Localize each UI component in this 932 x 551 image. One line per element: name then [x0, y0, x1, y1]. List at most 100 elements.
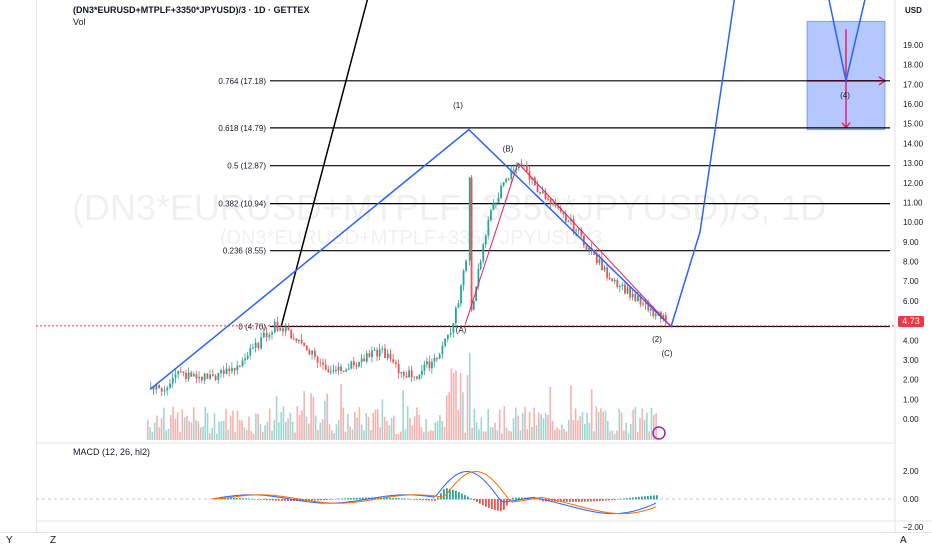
- macd-histogram-bar: [326, 499, 328, 500]
- macd-histogram-bar: [605, 499, 607, 501]
- macd-histogram-bar: [332, 499, 334, 500]
- macd-histogram-bar: [536, 498, 538, 500]
- candle-body: [249, 348, 252, 356]
- volume-bar: [600, 408, 602, 440]
- volume-bar: [404, 429, 407, 440]
- macd-histogram-bar: [407, 498, 409, 500]
- volume-bar: [653, 415, 655, 440]
- volume-bar: [620, 412, 623, 440]
- candle-body: [335, 369, 337, 371]
- volume-bar: [535, 425, 538, 440]
- volume-bar: [544, 412, 547, 440]
- volume-bar: [528, 411, 531, 440]
- candle-body: [225, 368, 228, 375]
- volume-bar: [197, 421, 200, 440]
- macd-histogram-bar: [608, 499, 610, 501]
- fib-level-label: 0 (4.70): [238, 322, 266, 331]
- candle-body: [386, 353, 389, 359]
- macd-tick-label: −2.00: [903, 523, 924, 532]
- fib-level-label: 0.5 (12.87): [227, 162, 266, 171]
- candle-body: [413, 376, 416, 378]
- macd-histogram-bar: [422, 499, 424, 501]
- candle-body: [477, 269, 480, 287]
- candle-body: [520, 163, 523, 166]
- candle-body: [169, 383, 171, 388]
- volume-bar: [395, 433, 397, 440]
- macd-histogram-bar: [497, 499, 499, 511]
- macd-label[interactable]: MACD (12, 26, hl2): [73, 447, 151, 457]
- volume-bar: [413, 416, 416, 440]
- macd-histogram-bar: [230, 497, 232, 500]
- macd-histogram-bar: [623, 498, 625, 500]
- volume-bar: [347, 413, 349, 440]
- macd-histogram-bar: [338, 498, 340, 500]
- volume-bar: [239, 420, 241, 440]
- volume-bar: [572, 419, 575, 440]
- macd-histogram-bar: [641, 496, 643, 500]
- candle-body: [284, 326, 287, 332]
- volume-bar: [158, 427, 161, 440]
- volume-bar: [275, 396, 278, 440]
- macd-histogram-bar: [365, 497, 367, 500]
- auto-scale-button[interactable]: A: [900, 535, 907, 546]
- candle-body: [446, 334, 449, 339]
- timeframe-y-button[interactable]: Y: [6, 535, 13, 546]
- wave-label: (4): [840, 91, 850, 100]
- macd-histogram-bar: [410, 498, 412, 500]
- volume-bar: [540, 414, 542, 440]
- volume-bar: [570, 385, 572, 440]
- volume-bar: [356, 417, 358, 440]
- volume-bar: [480, 417, 483, 440]
- volume-bar: [167, 428, 170, 440]
- volume-bar: [420, 427, 423, 440]
- macd-histogram-bar: [491, 499, 493, 510]
- candle-body: [303, 342, 306, 346]
- volume-bar: [386, 421, 388, 440]
- volume-bar: [363, 430, 365, 440]
- macd-histogram-bar: [317, 499, 319, 501]
- volume-bar: [436, 421, 439, 440]
- symbol-title[interactable]: (DN3*EURUSD+MTPLF+3350*JPYUSD)/3 · 1D · …: [73, 5, 310, 15]
- volume-bar: [475, 422, 478, 440]
- volume-bar: [443, 426, 446, 440]
- volume-bar: [588, 422, 591, 440]
- candle-body: [626, 287, 629, 294]
- candle-body: [452, 323, 455, 333]
- volume-bar: [199, 427, 202, 440]
- candle-body: [525, 164, 528, 172]
- candle-body: [214, 375, 217, 380]
- candle-body: [252, 347, 254, 349]
- volume-bar: [423, 432, 425, 440]
- chart-canvas[interactable]: USD0.001.002.003.004.005.006.007.008.009…: [0, 0, 932, 532]
- price-tick-label: 1.00: [903, 395, 919, 404]
- macd-histogram-bar: [518, 497, 520, 500]
- price-tick-label: 16.00: [903, 100, 924, 109]
- volume-bar: [308, 423, 310, 440]
- price-tick-label: 17.00: [903, 80, 924, 89]
- volume-bar: [229, 415, 232, 440]
- volume-bar: [252, 433, 255, 440]
- candle-body: [652, 308, 655, 317]
- volume-bar: [494, 422, 496, 440]
- volume-bar: [377, 409, 379, 440]
- volume-bar: [264, 425, 266, 440]
- macd-histogram-bar: [551, 499, 553, 502]
- volume-bar: [526, 429, 529, 440]
- wave-label: (1): [453, 101, 463, 110]
- volume-bar: [273, 420, 276, 440]
- volume-label[interactable]: Vol: [73, 17, 86, 27]
- volume-bar: [188, 421, 190, 440]
- volume-bar: [455, 370, 457, 440]
- candle-body: [536, 185, 539, 193]
- macd-histogram-bar: [656, 495, 658, 500]
- volume-bar: [432, 430, 434, 440]
- candle-body: [353, 361, 355, 366]
- candle-body: [203, 373, 206, 381]
- volume-bar: [485, 431, 487, 440]
- macd-histogram-bar: [584, 499, 586, 502]
- volume-bar: [450, 368, 453, 440]
- candle-body: [392, 359, 395, 363]
- volume-bar: [280, 411, 282, 440]
- timeframe-z-button[interactable]: Z: [50, 535, 57, 546]
- macd-histogram-bar: [488, 499, 490, 508]
